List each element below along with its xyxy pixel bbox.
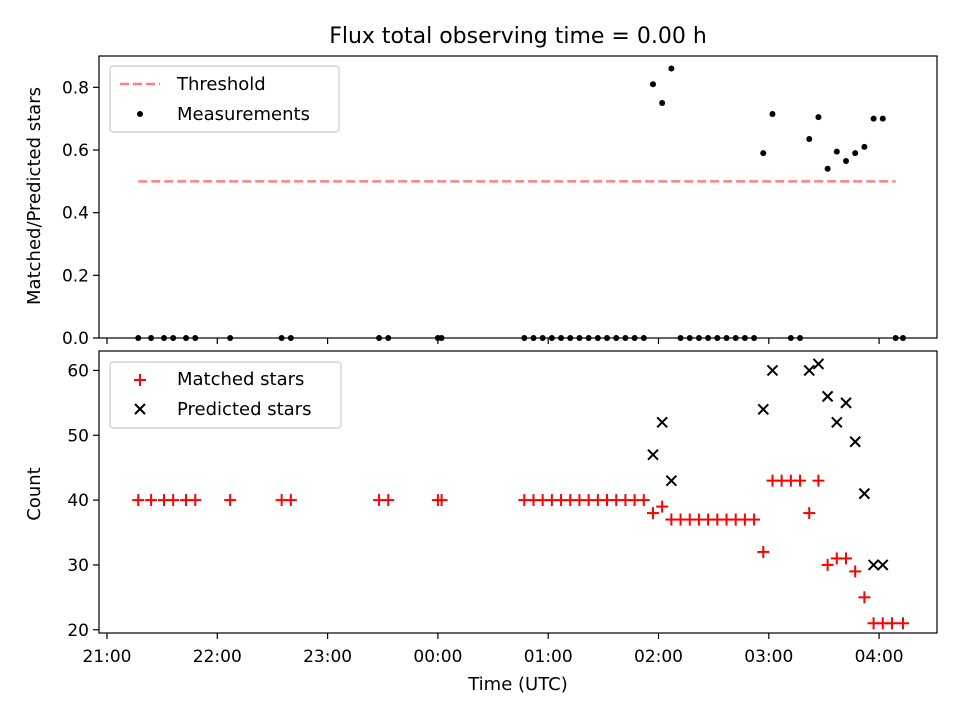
top-legend: Threshold Measurements <box>109 65 340 133</box>
legend-matched-swatch <box>134 374 146 386</box>
x-axis-label: Time (UTC) <box>467 674 568 695</box>
bottom-axes-frame <box>98 350 938 634</box>
measurement-point <box>806 136 813 143</box>
bottom-y-axis-label: Count <box>24 467 45 520</box>
matched-star-point <box>840 552 853 565</box>
predicted-star-point <box>877 559 889 571</box>
bottom-plot-area <box>132 358 909 630</box>
measurement-point <box>852 150 859 157</box>
matched-star-point <box>748 513 761 526</box>
measurement-point <box>833 148 840 155</box>
top-y-ticks: 0.0 0.2 0.4 0.6 0.8 <box>62 78 99 349</box>
measurement-point <box>659 100 666 106</box>
predicted-star-point <box>867 559 880 571</box>
bottom-y-tick-label: 40 <box>67 491 89 511</box>
matched-star-point <box>167 494 180 507</box>
top-x-ticks <box>106 338 880 344</box>
matched-star-point <box>896 617 909 630</box>
top-legend-box <box>109 65 340 133</box>
top-y-tick-label: 0.0 <box>62 329 89 349</box>
matched-star-point <box>794 474 807 487</box>
chart-title: Flux total observing time = 0.00 h <box>329 24 707 49</box>
x-tick-label: 22:00 <box>193 647 242 667</box>
predicted-star-point <box>766 364 779 377</box>
top-y-axis-label: Matched/Predicted stars <box>24 87 45 305</box>
predicted-star-point <box>849 436 861 448</box>
predicted-star-point <box>803 364 815 377</box>
matched-star-point <box>849 565 862 578</box>
legend-predicted-label: Predicted stars <box>177 399 311 420</box>
bottom-y-tick-label: 50 <box>67 426 89 446</box>
bottom-legend-box <box>109 361 342 429</box>
legend-measurements-swatch <box>137 111 143 117</box>
x-tick-label: 02:00 <box>634 647 683 667</box>
x-tick-label: 00:00 <box>413 647 462 667</box>
matched-star-point <box>803 507 816 520</box>
x-tick-label: 01:00 <box>524 647 573 667</box>
matched-star-point <box>885 617 898 630</box>
top-y-tick-label: 0.6 <box>62 141 89 161</box>
matched-star-point <box>189 494 202 507</box>
matched-star-point <box>821 558 834 571</box>
measurement-point <box>769 110 776 117</box>
legend-predicted-swatch <box>134 403 146 415</box>
top-axes-frame <box>98 55 938 339</box>
predicted-star-point <box>647 449 659 461</box>
predicted-star-point <box>821 390 834 403</box>
legend-threshold-label: Threshold <box>176 74 266 95</box>
bottom-y-tick-label: 30 <box>67 556 89 576</box>
x-tick-label: 04:00 <box>855 647 904 667</box>
bottom-x-ticks: 21:00 22:00 23:00 00:00 01:00 02:00 03:00 04:00 <box>83 633 904 667</box>
legend-measurements-label: Measurements <box>177 104 310 125</box>
top-y-tick-label: 0.8 <box>62 78 89 98</box>
matched-star-point <box>435 494 448 507</box>
matched-star-point <box>382 494 395 507</box>
measurement-point <box>668 65 675 72</box>
bottom-y-tick-label: 60 <box>67 361 89 381</box>
measurement-point <box>879 115 886 122</box>
bottom-y-tick-label: 20 <box>67 621 89 641</box>
matched-star-point <box>757 545 770 558</box>
predicted-star-point <box>757 403 769 416</box>
top-y-tick-label: 0.4 <box>62 204 89 224</box>
predicted-star-point <box>665 474 678 487</box>
matched-star-point <box>132 494 145 507</box>
matched-star-point <box>224 494 237 507</box>
x-tick-label: 03:00 <box>744 647 793 667</box>
bottom-y-ticks: 20 30 40 50 60 <box>67 361 99 641</box>
measurement-point <box>870 115 877 122</box>
measurement-point <box>815 114 822 121</box>
predicted-star-point <box>831 416 843 429</box>
matched-star-point <box>145 494 158 507</box>
predicted-star-point <box>812 358 825 370</box>
top-y-tick-label: 0.2 <box>62 266 89 286</box>
matched-star-point <box>637 494 650 507</box>
matched-star-point <box>646 507 659 520</box>
predicted-star-point <box>858 487 871 500</box>
matched-star-point <box>858 591 871 604</box>
measurement-point <box>824 165 831 172</box>
matched-star-point <box>812 474 825 487</box>
top-panel: Flux total observing time = 0.00 h Match… <box>24 24 938 349</box>
measurement-point <box>861 143 868 150</box>
matched-star-point <box>656 500 669 513</box>
matched-star-point <box>284 494 297 507</box>
predicted-star-point <box>840 397 852 409</box>
measurement-point <box>843 157 850 164</box>
measurement-point <box>760 150 767 157</box>
legend-matched-label: Matched stars <box>177 369 304 390</box>
measurement-point <box>649 81 656 88</box>
x-tick-label: 21:00 <box>83 647 132 667</box>
x-tick-label: 23:00 <box>303 647 352 667</box>
bottom-panel: Count Time (UTC) 20 30 40 50 60 21:00 22:00 23… <box>24 350 938 695</box>
predicted-star-point <box>656 416 668 429</box>
bottom-legend: Matched stars Predicted stars <box>109 361 342 429</box>
